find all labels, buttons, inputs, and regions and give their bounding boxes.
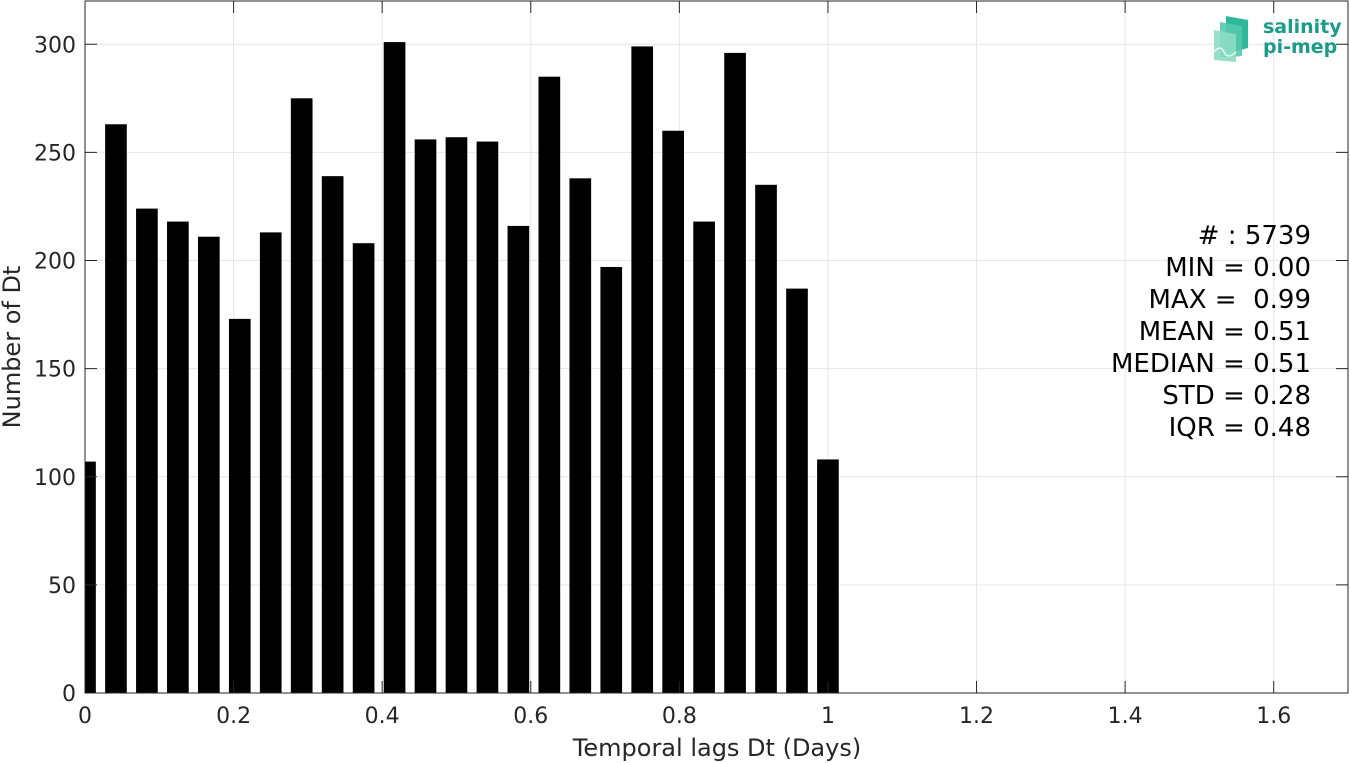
stats-line: MEAN = 0.51 bbox=[1139, 317, 1311, 347]
bar bbox=[259, 232, 282, 693]
bar bbox=[352, 243, 375, 693]
bar bbox=[383, 42, 406, 693]
bar bbox=[290, 98, 313, 693]
bar bbox=[631, 46, 654, 693]
bar bbox=[105, 124, 127, 693]
y-tick-label: 150 bbox=[34, 358, 76, 383]
bar bbox=[445, 137, 468, 693]
stats-line: STD = 0.28 bbox=[1162, 381, 1311, 411]
stats-line: # : 5739 bbox=[1198, 221, 1311, 251]
bar bbox=[693, 221, 715, 693]
y-tick-label: 100 bbox=[34, 466, 76, 491]
bar bbox=[321, 176, 344, 693]
plot-frame bbox=[84, 0, 1349, 694]
y-tick-label: 250 bbox=[34, 141, 76, 166]
logo-text-pimep: pi-mep bbox=[1263, 36, 1337, 58]
bar bbox=[136, 208, 158, 693]
bar bbox=[662, 130, 684, 693]
logo: salinity pi-mep bbox=[1213, 16, 1342, 62]
bar bbox=[476, 141, 499, 693]
x-tick-label: 0.6 bbox=[513, 704, 548, 729]
bar bbox=[197, 236, 220, 693]
salinity-wave-icon bbox=[1213, 16, 1248, 62]
bar bbox=[414, 139, 437, 693]
bar bbox=[507, 225, 530, 693]
y-tick-label: 200 bbox=[34, 250, 76, 275]
y-tick-labels: 0 50 100 150 200 250 300 bbox=[34, 33, 76, 707]
stats-line: MIN = 0.00 bbox=[1165, 253, 1311, 283]
axis-ticks bbox=[84, 1, 1348, 694]
y-tick-label: 300 bbox=[34, 33, 76, 58]
x-tick-label: 1 bbox=[821, 704, 835, 729]
bar bbox=[724, 52, 746, 693]
x-axis-label: Temporal lags Dt (Days) bbox=[572, 734, 861, 762]
y-axis-label: Number of Dt bbox=[0, 266, 26, 429]
y-tick-label: 50 bbox=[48, 574, 76, 599]
y-tick-label: 0 bbox=[62, 682, 76, 707]
logo-text-salinity: salinity bbox=[1263, 16, 1342, 38]
bar bbox=[85, 461, 96, 693]
bars bbox=[85, 42, 839, 693]
stats-line: MEDIAN = 0.51 bbox=[1111, 349, 1311, 379]
x-tick-label: 1.2 bbox=[959, 704, 994, 729]
stats-line: IQR = 0.48 bbox=[1169, 413, 1311, 443]
bar bbox=[538, 76, 561, 693]
x-tick-label: 0.2 bbox=[216, 704, 251, 729]
bar bbox=[569, 178, 592, 693]
bar bbox=[755, 184, 777, 693]
x-tick-label: 0 bbox=[78, 704, 92, 729]
x-tick-label: 1.4 bbox=[1108, 704, 1143, 729]
bar bbox=[167, 221, 189, 693]
stats-line: MAX = 0.99 bbox=[1149, 285, 1312, 315]
bar bbox=[600, 266, 623, 693]
x-tick-label: 0.8 bbox=[662, 704, 697, 729]
bar bbox=[817, 459, 839, 693]
x-tick-labels: 0 0.2 0.4 0.6 0.8 1 1.2 1.4 1.6 bbox=[78, 704, 1291, 729]
bar bbox=[228, 318, 251, 693]
x-tick-label: 1.6 bbox=[1256, 704, 1291, 729]
x-tick-label: 0.4 bbox=[365, 704, 400, 729]
bar bbox=[786, 288, 808, 693]
